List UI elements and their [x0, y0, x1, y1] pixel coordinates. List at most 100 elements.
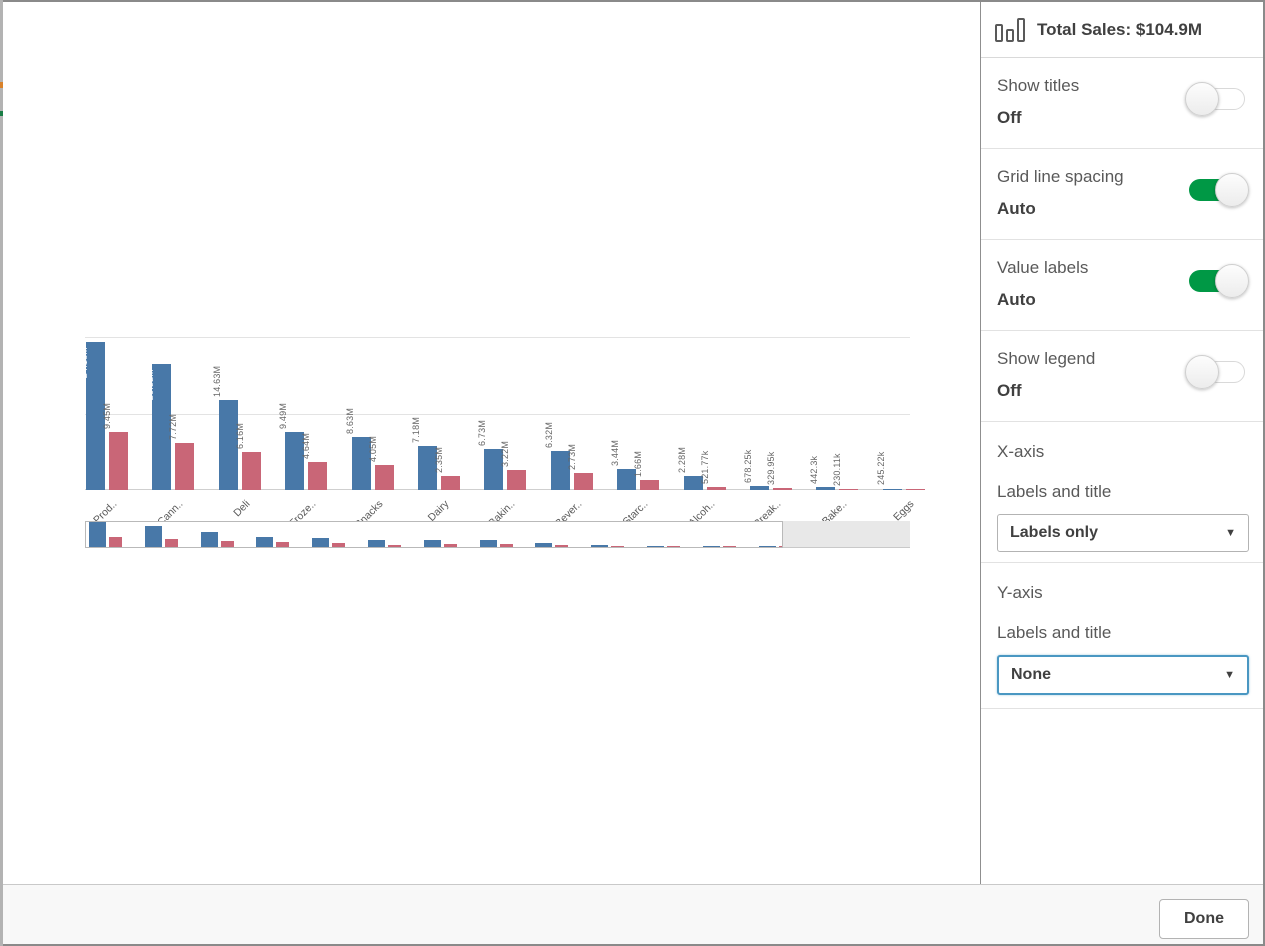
axis-sublabel: Labels and title [997, 623, 1112, 642]
axis-section-x-axis: X-axis Labels and title Labels only ▼ [981, 422, 1265, 563]
minimap-bar [722, 546, 736, 547]
minimap-bar [312, 538, 330, 547]
bar-series-1[interactable] [351, 437, 371, 490]
property-label: Show titles [997, 76, 1080, 95]
value-label: 9.45M [102, 403, 112, 430]
value-label: 3.44M [610, 439, 621, 466]
bar-series-2[interactable] [441, 475, 460, 490]
minimap-bar [443, 544, 457, 547]
chevron-down-icon: ▼ [1225, 527, 1236, 539]
value-label: 2.35M [434, 446, 444, 473]
done-button[interactable]: Done [1159, 899, 1249, 939]
bar-series-1[interactable] [285, 431, 305, 490]
bar-series-1[interactable] [683, 476, 703, 490]
background-icon-sliver-orange [0, 82, 3, 88]
axis-heading: X-axis [997, 442, 1045, 461]
minimap-bar [89, 522, 106, 547]
gridline [85, 337, 910, 338]
minimap-bar [702, 546, 720, 547]
value-label: 245.22k [875, 452, 886, 486]
bar-series-2[interactable] [905, 488, 925, 490]
value-label: 442.3k [809, 456, 820, 485]
bar-series-2[interactable] [241, 452, 261, 490]
minimap-bar [667, 546, 680, 547]
bar-chart-icon [995, 17, 1025, 42]
bar-series-2[interactable] [839, 488, 859, 490]
background-toolbar-sliver [0, 0, 3, 946]
minimap-bar [758, 546, 776, 547]
bar-series-1[interactable] [617, 468, 637, 490]
value-label: 6.16M [234, 423, 245, 450]
minimap-bar [555, 545, 569, 547]
toggle-knob [1215, 264, 1249, 298]
bar-series-2[interactable] [706, 486, 726, 490]
minimap-bar [144, 526, 162, 547]
minimap-bar [220, 541, 234, 547]
axis-dropdown[interactable]: Labels only ▼ [997, 514, 1249, 552]
bar-series-1[interactable] [152, 364, 172, 490]
minimap-bar [332, 543, 346, 547]
toggle-switch[interactable] [1185, 353, 1251, 391]
chevron-down-icon: ▼ [1224, 669, 1235, 681]
dropdown-selected-value: None [1011, 666, 1051, 683]
bar-series-2[interactable] [374, 465, 394, 490]
toggle-switch[interactable] [1185, 262, 1251, 300]
window-edge-top [0, 0, 1265, 2]
toggle-switch[interactable] [1185, 80, 1251, 118]
property-label: Show legend [997, 349, 1096, 368]
chart-scroll-minimap[interactable] [85, 521, 910, 548]
bar-series-2[interactable] [109, 432, 128, 490]
bar-series-1[interactable] [418, 446, 437, 490]
background-icon-sliver-green [0, 111, 3, 116]
minimap-bar [499, 544, 513, 547]
bar-series-2[interactable] [175, 442, 195, 490]
bar-series-2[interactable] [507, 470, 527, 490]
property-value: Off [997, 108, 1022, 127]
property-row-show-legend: Show legend Off [981, 331, 1265, 422]
bar-series-1[interactable] [218, 400, 238, 490]
minimap-viewport[interactable] [85, 521, 783, 548]
value-label: 8.63M [344, 408, 355, 435]
bar-series-1[interactable] [484, 448, 504, 490]
axis-heading: Y-axis [997, 583, 1043, 602]
property-label: Grid line spacing [997, 167, 1124, 186]
property-row-show-titles: Show titles Off [981, 58, 1265, 149]
bar-series-2[interactable] [308, 461, 328, 490]
value-label: 2.73M [566, 444, 577, 471]
value-label: 678.25k [743, 449, 753, 483]
bar-series-1[interactable] [86, 342, 105, 490]
property-value: Auto [997, 199, 1036, 218]
toggle-knob [1185, 355, 1219, 389]
axis-dropdown[interactable]: None ▼ [997, 655, 1249, 695]
minimap-bar [647, 546, 664, 547]
panel-header: Total Sales: $104.9M [981, 2, 1265, 58]
toggle-knob [1185, 82, 1219, 116]
bar-series-1[interactable] [816, 487, 836, 490]
minimap-bar [479, 540, 497, 547]
value-label: 20.52M [145, 369, 156, 401]
bar-series-2[interactable] [640, 479, 660, 490]
gridline [85, 414, 910, 415]
property-row-grid-line-spacing: Grid line spacing Auto [981, 149, 1265, 240]
minimap-bar [256, 537, 274, 547]
bar-series-2[interactable] [573, 473, 593, 490]
value-label: 1.66M [633, 450, 644, 477]
bar-series-2[interactable] [773, 487, 792, 490]
property-value: Auto [997, 290, 1036, 309]
bar-series-1[interactable] [550, 451, 570, 490]
dropdown-selected-value: Labels only [1010, 524, 1099, 541]
minimap-bar [778, 546, 782, 547]
minimap-bar [535, 543, 553, 547]
minimap-overflow-region[interactable] [783, 521, 910, 548]
chart-title: Total Sales: $104.9M [1037, 19, 1203, 39]
bar-series-1[interactable] [750, 485, 769, 490]
value-label: 9.49M [278, 402, 289, 429]
minimap-bar [368, 540, 385, 547]
window-edge-bottom [0, 944, 1265, 946]
value-label: 24.18M [79, 347, 89, 379]
toggle-switch[interactable] [1185, 171, 1251, 209]
value-label: 6.73M [477, 419, 488, 446]
value-label: 3.22M [500, 441, 511, 468]
bar-series-1[interactable] [882, 488, 902, 490]
